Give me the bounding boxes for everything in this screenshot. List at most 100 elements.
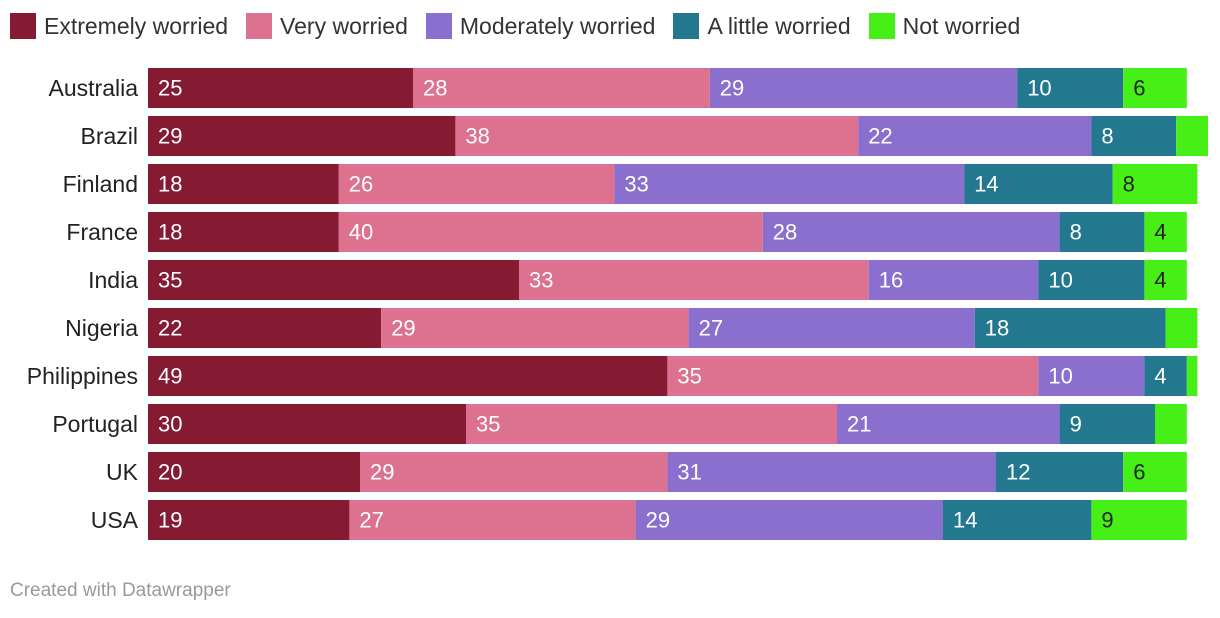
value-label-india-not-worried: 4 [1154,268,1166,293]
bar-australia-extremely-worried [148,68,413,108]
value-label-india-moderately-worried: 16 [879,268,903,293]
legend-swatch-not-worried [868,13,895,39]
legend-item-very-worried: Very worried [246,13,408,40]
bar-portugal-moderately-worried [837,404,1060,444]
bar-portugal-a-little-worried [1059,404,1155,444]
value-label-brazil-extremely-worried: 29 [158,124,182,149]
legend-label: A little worried [707,12,851,39]
value-label-finland-not-worried: 8 [1123,172,1135,197]
bar-india-very-worried [519,260,869,300]
bar-uk-not-worried [1123,452,1187,492]
value-label-nigeria-very-worried: 29 [391,316,415,341]
value-label-brazil-very-worried: 38 [465,124,489,149]
category-label-uk: UK [106,459,139,485]
legend-swatch-very-worried [246,13,273,39]
value-label-uk-not-worried: 6 [1133,460,1145,485]
value-label-usa-not-worried: 9 [1101,508,1113,533]
bar-brazil-not-worried [1176,116,1208,156]
value-label-australia-extremely-worried: 25 [158,76,182,101]
bar-france-a-little-worried [1059,212,1145,252]
bar-philippines-very-worried [667,356,1039,396]
legend-item-a-little-worried: A little worried [673,12,851,40]
value-label-finland-extremely-worried: 18 [158,172,182,197]
bar-philippines-moderately-worried [1038,356,1145,396]
bar-uk-extremely-worried [148,452,360,492]
value-label-uk-extremely-worried: 20 [158,460,182,485]
bar-finland-extremely-worried [148,164,339,204]
value-label-australia-a-little-worried: 10 [1027,76,1051,101]
category-label-usa: USA [91,507,139,533]
bar-usa-moderately-worried [635,500,943,540]
bar-portugal-not-worried [1155,404,1187,444]
bar-portugal-very-worried [466,404,837,444]
bar-philippines-extremely-worried [148,356,668,396]
value-label-uk-moderately-worried: 31 [677,460,701,485]
value-label-france-moderately-worried: 28 [773,220,797,245]
category-label-australia: Australia [49,75,139,101]
value-label-finland-very-worried: 26 [349,172,373,197]
value-label-usa-moderately-worried: 29 [646,508,670,533]
bar-nigeria-a-little-worried [974,308,1166,348]
value-label-brazil-moderately-worried: 22 [868,124,892,149]
bar-india-not-worried [1144,260,1187,300]
bar-usa-extremely-worried [148,500,350,540]
value-label-philippines-extremely-worried: 49 [158,364,182,389]
value-label-usa-very-worried: 27 [359,508,383,533]
bar-portugal-extremely-worried [148,404,466,444]
value-label-usa-extremely-worried: 19 [158,508,182,533]
value-label-uk-a-little-worried: 12 [1006,460,1030,485]
bar-uk-a-little-worried [996,452,1124,492]
bar-india-moderately-worried [868,260,1039,300]
value-label-france-very-worried: 40 [349,220,373,245]
legend-swatch-moderately-worried [425,13,452,39]
bar-australia-moderately-worried [709,68,1018,108]
legend-swatch-extremely-worried [10,13,36,39]
bar-uk-very-worried [360,452,668,492]
value-label-finland-a-little-worried: 14 [974,172,998,197]
category-label-france: France [66,219,138,245]
bar-uk-moderately-worried [667,452,996,492]
legend-item-extremely-worried: Extremely worried [10,13,228,40]
value-label-india-extremely-worried: 35 [158,268,182,293]
value-label-usa-a-little-worried: 14 [953,508,977,533]
bar-usa-very-worried [349,500,636,540]
legend-item-not-worried: Not worried [868,12,1021,40]
bar-nigeria-very-worried [381,308,689,348]
legend-label: Not worried [902,12,1021,39]
bar-france-extremely-worried [148,212,339,252]
value-label-portugal-a-little-worried: 9 [1070,412,1082,437]
value-label-finland-moderately-worried: 33 [624,172,648,197]
value-label-nigeria-extremely-worried: 22 [158,316,182,341]
bar-brazil-very-worried [455,116,859,156]
category-label-india: India [88,267,138,293]
bar-philippines-not-worried [1186,356,1198,396]
legend-label: Moderately worried [459,12,656,39]
value-label-brazil-a-little-worried: 8 [1101,124,1113,149]
bar-philippines-a-little-worried [1144,356,1187,396]
bar-india-extremely-worried [148,260,519,300]
bar-finland-not-worried [1112,164,1198,204]
bar-india-a-little-worried [1038,260,1145,300]
value-label-philippines-very-worried: 35 [677,364,701,389]
value-label-india-very-worried: 33 [529,268,553,293]
value-label-philippines-a-little-worried: 4 [1154,364,1166,389]
category-label-portugal: Portugal [52,411,138,437]
value-label-australia-not-worried: 6 [1133,76,1145,101]
legend-item-moderately-worried: Moderately worried [425,12,656,40]
value-label-australia-very-worried: 28 [423,76,447,101]
value-label-nigeria-moderately-worried: 27 [699,316,723,341]
bar-brazil-moderately-worried [858,116,1092,156]
legend-label: Very worried [280,12,408,39]
legend-swatch-a-little-worried [673,13,700,39]
value-label-philippines-moderately-worried: 10 [1048,364,1072,389]
bar-france-not-worried [1144,212,1187,252]
legend-label: Extremely worried [44,12,229,39]
category-label-brazil: Brazil [80,123,138,149]
bar-usa-not-worried [1091,500,1187,540]
bar-nigeria-not-worried [1165,308,1198,348]
value-label-uk-very-worried: 29 [370,460,394,485]
value-label-australia-moderately-worried: 29 [720,76,744,101]
category-label-philippines: Philippines [27,363,138,389]
bar-brazil-extremely-worried [148,116,456,156]
bar-finland-very-worried [338,164,615,204]
